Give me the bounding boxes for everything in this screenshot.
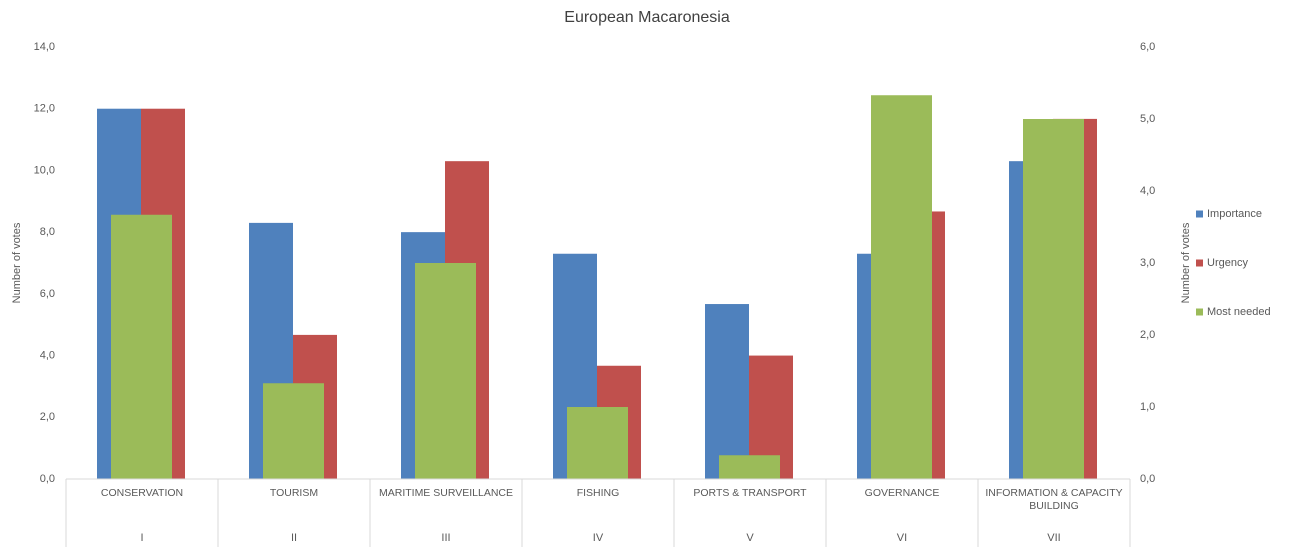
y-tick-label: 12,0 xyxy=(34,103,55,115)
x-tick-label: FISHING xyxy=(576,487,620,499)
x-tick-label-box: FISHING xyxy=(576,487,620,499)
legend-label: Most needed xyxy=(1207,306,1271,318)
y-tick-label: 6,0 xyxy=(40,288,55,300)
y2-tick-label: 0,0 xyxy=(1140,473,1155,485)
bar xyxy=(719,455,780,479)
bar xyxy=(111,214,172,479)
x-group-label: VI xyxy=(897,532,907,544)
bar xyxy=(415,263,476,479)
y-tick-label: 4,0 xyxy=(40,349,55,361)
chart-title: European Macaronesia xyxy=(564,9,730,26)
x-group-label: IV xyxy=(593,532,604,544)
legend-label: Importance xyxy=(1207,208,1262,220)
y2-tick-label: 6,0 xyxy=(1140,41,1155,53)
bar xyxy=(705,304,749,479)
y2-tick-label: 4,0 xyxy=(1140,185,1155,197)
x-group-label: III xyxy=(441,532,450,544)
x-tick-label-box: TOURISM xyxy=(269,487,319,499)
x-tick-label: CONSERVATION xyxy=(100,487,184,499)
bar xyxy=(871,95,932,480)
x-tick-label: GOVERNANCE xyxy=(864,487,940,499)
y2-tick-label: 1,0 xyxy=(1140,401,1155,413)
y-tick-label: 14,0 xyxy=(34,41,55,53)
y-axis-label: Number of votes xyxy=(11,222,23,303)
legend-swatch xyxy=(1196,259,1203,267)
x-tick-label-box: CONSERVATION xyxy=(100,487,184,499)
x-tick-label-box: PORTS & TRANSPORT xyxy=(693,487,807,499)
y-tick-label: 0,0 xyxy=(40,473,55,485)
legend-swatch xyxy=(1196,210,1203,218)
x-group-label: I xyxy=(140,532,143,544)
bar xyxy=(567,407,628,479)
x-group-label: VII xyxy=(1047,532,1060,544)
y-tick-label: 2,0 xyxy=(40,411,55,423)
x-group-label: V xyxy=(746,532,754,544)
y-tick-label: 10,0 xyxy=(34,164,55,176)
y-tick-label: 8,0 xyxy=(40,226,55,238)
x-tick-label-box: MARITIME SURVEILLANCE xyxy=(378,487,513,499)
y2-tick-label: 3,0 xyxy=(1140,257,1155,269)
x-group-label: II xyxy=(291,532,297,544)
y2-tick-label: 2,0 xyxy=(1140,329,1155,341)
x-tick-label-box: INFORMATION & CAPACITY BUILDING xyxy=(985,487,1123,512)
x-tick-label: MARITIME SURVEILLANCE xyxy=(378,487,513,499)
y2-tick-label: 5,0 xyxy=(1140,113,1155,125)
x-tick-label: TOURISM xyxy=(269,487,319,499)
legend-swatch xyxy=(1196,308,1203,316)
y2-axis-label: Number of votes xyxy=(1180,222,1192,303)
bar xyxy=(263,383,324,479)
legend-label: Urgency xyxy=(1207,257,1248,269)
x-tick-label: PORTS & TRANSPORT xyxy=(693,487,807,499)
x-tick-label-box: GOVERNANCE xyxy=(864,487,940,499)
x-tick-label: INFORMATION & CAPACITY BUILDING xyxy=(985,487,1123,512)
bar xyxy=(1023,119,1084,479)
